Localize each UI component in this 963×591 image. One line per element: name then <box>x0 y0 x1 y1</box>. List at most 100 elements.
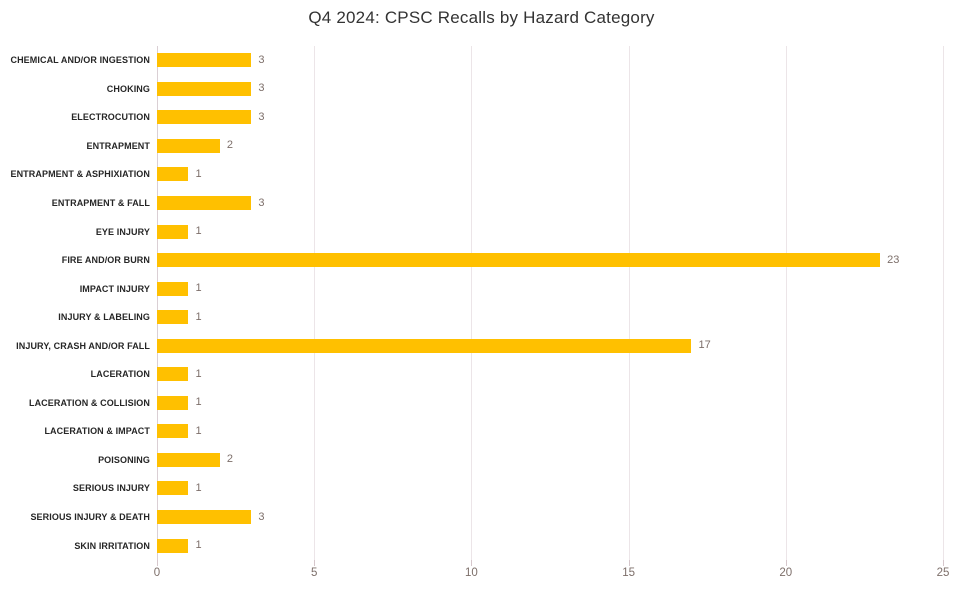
bar-track: 2 <box>157 452 943 467</box>
bar <box>157 53 252 68</box>
value-label: 1 <box>195 424 202 437</box>
bar-track: 1 <box>157 395 943 410</box>
bar-row: ELECTROCUTION 3 <box>0 103 943 132</box>
x-axis: 0 5 10 15 20 25 <box>0 560 963 588</box>
bar-row: CHEMICAL AND/OR INGESTION 3 <box>0 46 943 75</box>
value-label: 3 <box>258 196 265 209</box>
bar <box>157 281 189 296</box>
bar-track: 1 <box>157 224 943 239</box>
bar-track: 3 <box>157 53 943 68</box>
category-label: LACERATION <box>90 369 150 380</box>
plot-area: CHEMICAL AND/OR INGESTION 3 CHOKING 3 ELECTR… <box>0 46 963 560</box>
bar-row: IMPACT INJURY 1 <box>0 274 943 303</box>
grid-layer <box>157 46 944 560</box>
bar-track: 3 <box>157 196 943 210</box>
category-label: CHOKING <box>106 83 150 94</box>
bar <box>157 338 692 353</box>
y-axis-line <box>157 46 158 560</box>
value-label: 2 <box>226 453 233 466</box>
chart-title: Q4 2024: CPSC Recalls by Hazard Category <box>308 8 655 27</box>
bar-track: 1 <box>157 538 943 553</box>
gridline <box>314 46 316 560</box>
bar <box>157 196 252 210</box>
category-label: SERIOUS INJURY & DEATH <box>30 512 150 523</box>
bar <box>157 310 189 325</box>
value-label: 1 <box>195 310 202 323</box>
value-label: 1 <box>195 481 202 494</box>
category-label: INJURY & LABELING <box>58 312 150 323</box>
value-label: 1 <box>195 225 202 238</box>
bar-row: LACERATION & IMPACT 1 <box>0 417 943 446</box>
bar <box>157 110 252 125</box>
bar <box>157 167 189 182</box>
x-tick <box>157 560 158 566</box>
value-label: 1 <box>195 396 202 409</box>
x-tick-label: 5 <box>310 567 318 579</box>
value-label: 3 <box>258 110 265 123</box>
x-tick-label: 15 <box>622 567 635 579</box>
category-label: POISONING <box>98 454 150 465</box>
bar-row: LACERATION & COLLISION 1 <box>0 389 943 418</box>
bar <box>157 481 189 496</box>
bar <box>157 224 189 239</box>
bar-row: SERIOUS INJURY & DEATH 3 <box>0 503 943 532</box>
x-tick <box>471 560 473 566</box>
value-label: 1 <box>195 282 202 295</box>
x-tick <box>943 560 944 566</box>
bar-row: POISONING 2 <box>0 446 943 475</box>
bar-row: FIRE AND/OR BURN 23 <box>0 246 943 275</box>
bar-row: ENTRAPMENT & FALL 3 <box>0 189 943 218</box>
bar-row: CHOKING 3 <box>0 75 943 104</box>
gridline <box>943 46 944 560</box>
bar <box>157 538 189 553</box>
bar-track: 3 <box>157 81 943 96</box>
bar-track: 3 <box>157 110 943 125</box>
bar <box>157 367 189 382</box>
value-label: 2 <box>226 139 233 152</box>
bar-row: LACERATION 1 <box>0 360 943 389</box>
bar-track: 1 <box>157 310 943 325</box>
category-label: CHEMICAL AND/OR INGESTION <box>10 55 150 66</box>
x-tick <box>785 560 787 566</box>
bar-row: ENTRAPMENT & ASPHIXIATION 1 <box>0 160 943 189</box>
category-label: ELECTROCUTION <box>71 112 150 123</box>
x-tick <box>314 560 316 566</box>
x-tick <box>628 560 630 566</box>
bar-track: 1 <box>157 481 943 496</box>
bar-row: INJURY & LABELING 1 <box>0 303 943 332</box>
category-label: ENTRAPMENT & ASPHIXIATION <box>10 169 150 180</box>
category-label: EYE INJURY <box>95 226 150 237</box>
gridline <box>471 46 473 560</box>
value-label: 3 <box>258 53 265 66</box>
rows-layer: CHEMICAL AND/OR INGESTION 3 CHOKING 3 ELECTR… <box>0 46 943 560</box>
category-label: SERIOUS INJURY <box>72 483 150 494</box>
category-label: LACERATION & IMPACT <box>44 426 150 437</box>
category-label: IMPACT INJURY <box>79 283 150 294</box>
bar-track: 1 <box>157 281 943 296</box>
category-label: LACERATION & COLLISION <box>28 397 150 408</box>
value-label: 1 <box>195 539 202 552</box>
value-label: 3 <box>258 82 265 95</box>
bar <box>157 424 189 439</box>
bar-track: 1 <box>157 167 943 182</box>
value-label: 17 <box>698 339 711 352</box>
x-tick-label: 10 <box>464 567 478 579</box>
bar <box>157 138 220 153</box>
bar-track: 1 <box>157 424 943 439</box>
bar <box>157 452 220 467</box>
bar-track: 2 <box>157 138 943 153</box>
bar-row: INJURY, CRASH AND/OR FALL 17 <box>0 331 943 360</box>
category-label: FIRE AND/OR BURN <box>61 255 150 266</box>
x-tick-label: 20 <box>779 567 793 579</box>
bar-row: EYE INJURY 1 <box>0 217 943 246</box>
value-label: 1 <box>195 367 202 380</box>
bar-track: 23 <box>157 253 943 268</box>
bar-row: SKIN IRRITATION 1 <box>0 531 943 560</box>
value-label: 3 <box>258 510 265 523</box>
bar-row: ENTRAPMENT 2 <box>0 132 943 161</box>
bar <box>157 395 189 410</box>
category-label: ENTRAPMENT & FALL <box>51 198 150 208</box>
x-tick-label: 25 <box>936 567 950 579</box>
bar-track: 3 <box>157 510 943 525</box>
